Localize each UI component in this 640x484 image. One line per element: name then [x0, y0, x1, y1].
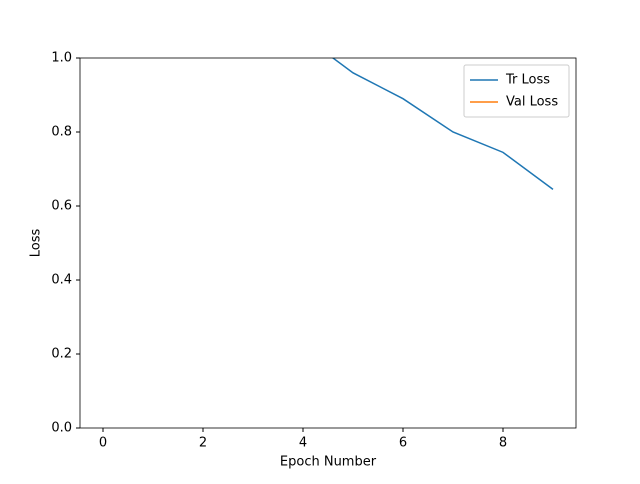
x-tick-label: 4 [299, 436, 307, 451]
plot-frame [79, 57, 577, 429]
legend: Tr Loss Val Loss [463, 64, 570, 118]
legend-box [463, 64, 570, 118]
x-tick-label: 0 [99, 436, 107, 451]
y-tick-label: 0.4 [51, 273, 72, 288]
y-tick-label: 0.2 [51, 347, 72, 362]
y-tick-label: 1.0 [51, 51, 72, 66]
y-tick-label: 0.0 [51, 421, 72, 436]
legend-label: Val Loss [506, 95, 558, 110]
x-tick-label: 6 [399, 436, 407, 451]
y-tick-label: 0.6 [51, 199, 72, 214]
x-axis-label: Epoch Number [280, 455, 377, 470]
x-tick-label: 2 [199, 436, 207, 451]
series-line [331, 58, 554, 190]
y-tick-label: 0.8 [51, 125, 72, 140]
x-tick-label: 8 [499, 436, 507, 451]
y-axis-label: Loss [29, 229, 44, 258]
legend-label: Tr Loss [505, 73, 550, 88]
